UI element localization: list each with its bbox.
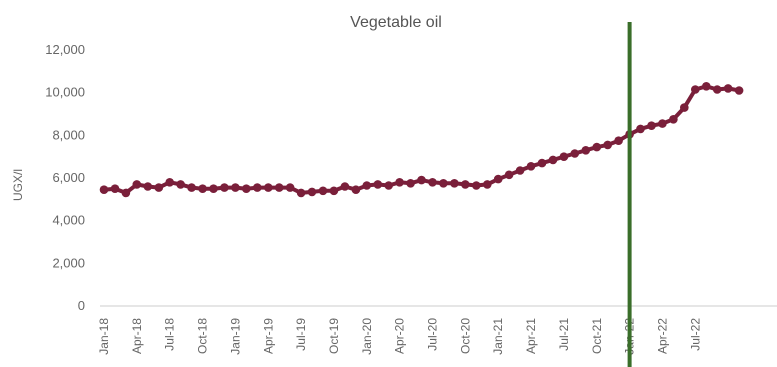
data-point — [723, 84, 733, 93]
data-point — [428, 178, 437, 187]
x-tick-label: Jan-20 — [360, 318, 374, 355]
data-point — [614, 136, 623, 145]
data-point — [99, 185, 109, 194]
x-tick-label: Apr-20 — [393, 318, 407, 354]
data-point — [209, 184, 218, 193]
x-tick-label: Oct-20 — [458, 318, 472, 354]
data-point — [636, 124, 645, 134]
data-point — [318, 186, 328, 196]
data-point — [176, 180, 185, 189]
data-point — [548, 155, 558, 165]
data-point — [559, 152, 569, 161]
data-point — [515, 166, 525, 175]
y-tick-label: 8,000 — [52, 127, 85, 142]
data-point — [395, 178, 404, 187]
data-point — [132, 180, 142, 189]
data-point — [231, 183, 240, 192]
data-point — [702, 82, 711, 91]
data-point — [712, 85, 722, 94]
data-point — [307, 187, 317, 197]
data-point — [198, 184, 207, 193]
data-point — [592, 142, 602, 152]
data-point — [384, 181, 394, 190]
data-point — [581, 146, 591, 155]
series-points — [99, 82, 744, 198]
data-point — [110, 184, 120, 193]
data-point — [439, 179, 448, 188]
data-point — [373, 180, 383, 189]
x-tick-label: Jan-21 — [491, 318, 505, 355]
x-tick-label: Jul-21 — [557, 318, 571, 351]
data-point — [526, 162, 536, 171]
data-point — [680, 103, 689, 112]
data-point — [187, 183, 196, 192]
data-point — [329, 186, 339, 196]
x-tick-label: Jan-18 — [97, 318, 111, 355]
data-point — [274, 183, 284, 192]
data-point — [154, 183, 164, 192]
y-tick-label: 6,000 — [52, 170, 85, 185]
data-point — [691, 85, 700, 94]
data-point — [658, 119, 667, 128]
data-point — [504, 170, 514, 180]
data-point — [264, 183, 273, 192]
data-point — [351, 185, 361, 194]
x-tick-label: Apr-22 — [655, 318, 669, 354]
data-point — [734, 86, 744, 95]
x-tick-label: Apr-21 — [524, 318, 538, 354]
x-tick-label: Jul-20 — [426, 318, 440, 351]
data-point — [603, 140, 612, 150]
x-tick-label: Apr-19 — [261, 318, 275, 354]
data-point — [242, 184, 251, 193]
data-point — [296, 188, 306, 198]
data-point — [461, 180, 470, 189]
data-point — [121, 188, 131, 198]
y-tick-label: 10,000 — [45, 85, 85, 100]
y-tick-label: 12,000 — [45, 42, 85, 57]
x-tick-label: Apr-18 — [130, 318, 144, 354]
x-tick-label: Jul-18 — [163, 318, 177, 351]
x-axis-ticks: Jan-18 Apr-18 Jul-18 Oct-18 Jan-19 Apr-19 Jul-… — [97, 318, 702, 355]
x-tick-label: Jan-19 — [228, 318, 242, 355]
data-point — [165, 178, 174, 187]
y-tick-label: 4,000 — [52, 213, 85, 228]
data-point — [252, 183, 262, 192]
data-point — [570, 149, 580, 158]
data-point — [483, 180, 492, 189]
y-axis-ticks: 0 2,000 4,000 6,000 8,000 10,000 12,000 — [45, 42, 85, 313]
x-tick-label: Jul-19 — [294, 318, 308, 351]
x-tick-label: Jul-22 — [688, 318, 702, 351]
y-tick-label: 0 — [78, 298, 85, 313]
data-point — [450, 179, 459, 188]
data-point — [220, 183, 229, 192]
chart-title: Vegetable oil — [350, 14, 442, 31]
data-point — [143, 182, 153, 191]
y-axis-label: UGX/l — [11, 169, 25, 201]
y-tick-label: 2,000 — [52, 255, 85, 270]
data-point — [493, 174, 503, 184]
data-point — [537, 158, 547, 168]
data-point — [340, 182, 350, 191]
x-tick-label: Oct-21 — [590, 318, 604, 354]
x-tick-label: Oct-19 — [327, 318, 341, 354]
data-point — [406, 179, 415, 188]
x-tick-label: Oct-18 — [196, 318, 210, 354]
data-point — [285, 183, 295, 192]
data-point — [362, 181, 372, 190]
data-point — [647, 121, 656, 130]
data-point — [472, 181, 481, 190]
data-point — [417, 175, 426, 185]
data-point — [669, 115, 678, 124]
